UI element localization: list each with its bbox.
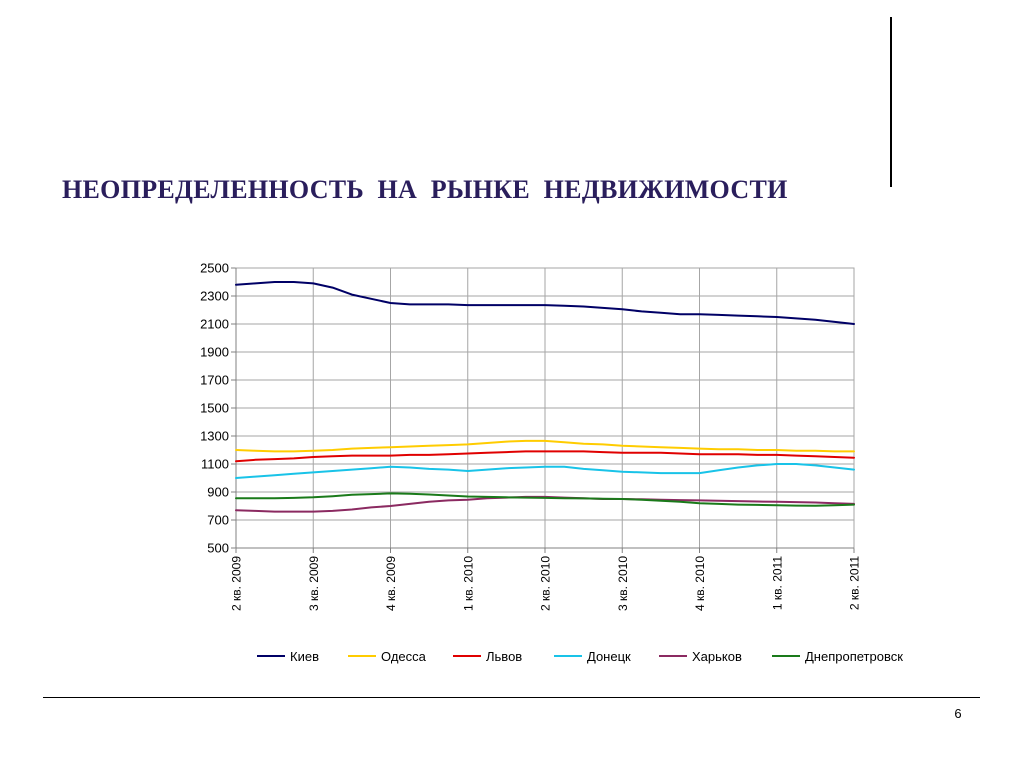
y-tick-label: 1500 bbox=[200, 401, 229, 416]
x-tick-label: 4 кв. 2009 bbox=[384, 556, 398, 611]
page-number: 6 bbox=[954, 706, 962, 721]
x-tick-label: 3 кв. 2010 bbox=[616, 556, 630, 611]
series-line-5 bbox=[235, 492, 855, 507]
y-tick-label: 1100 bbox=[201, 457, 229, 472]
y-tick-label: 2500 bbox=[200, 261, 229, 276]
x-tick-label: 2 кв. 2010 bbox=[539, 556, 553, 611]
y-tick-label: 2300 bbox=[200, 289, 229, 304]
x-tick-label: 2 кв. 2009 bbox=[230, 556, 244, 611]
decorative-vertical-line bbox=[890, 17, 892, 187]
x-tick-label: 1 кв. 2010 bbox=[461, 556, 475, 611]
legend-label: Одесса bbox=[381, 649, 427, 664]
y-tick-label: 900 bbox=[207, 485, 229, 500]
y-tick-label: 1300 bbox=[200, 429, 229, 444]
series-line-2 bbox=[235, 450, 855, 463]
legend-label: Львов bbox=[486, 649, 522, 664]
y-tick-label: 2100 bbox=[200, 317, 229, 332]
slide-title: НЕОПРЕДЕЛЕННОСТЬ НА РЫНКЕ НЕДВИЖИМОСТИ bbox=[62, 175, 788, 204]
y-tick-label: 500 bbox=[207, 541, 229, 556]
series-line-1 bbox=[235, 439, 855, 453]
x-tick-label: 4 кв. 2010 bbox=[693, 556, 707, 611]
y-tick-label: 1900 bbox=[200, 345, 229, 360]
legend-label: Донецк bbox=[587, 649, 631, 664]
y-tick-label: 700 bbox=[207, 513, 229, 528]
series-line-3 bbox=[235, 463, 855, 479]
legend-label: Харьков bbox=[692, 649, 742, 664]
legend-label: Днепропетровск bbox=[805, 649, 903, 664]
x-tick-label: 3 кв. 2009 bbox=[307, 556, 321, 611]
x-tick-label: 1 кв. 2011 bbox=[770, 556, 784, 610]
y-tick-label: 1700 bbox=[200, 373, 229, 388]
footer-divider bbox=[43, 697, 980, 698]
series-line-0 bbox=[235, 281, 855, 325]
legend-label: Киев bbox=[290, 649, 319, 664]
x-tick-label: 2 кв. 2011 bbox=[848, 556, 862, 610]
